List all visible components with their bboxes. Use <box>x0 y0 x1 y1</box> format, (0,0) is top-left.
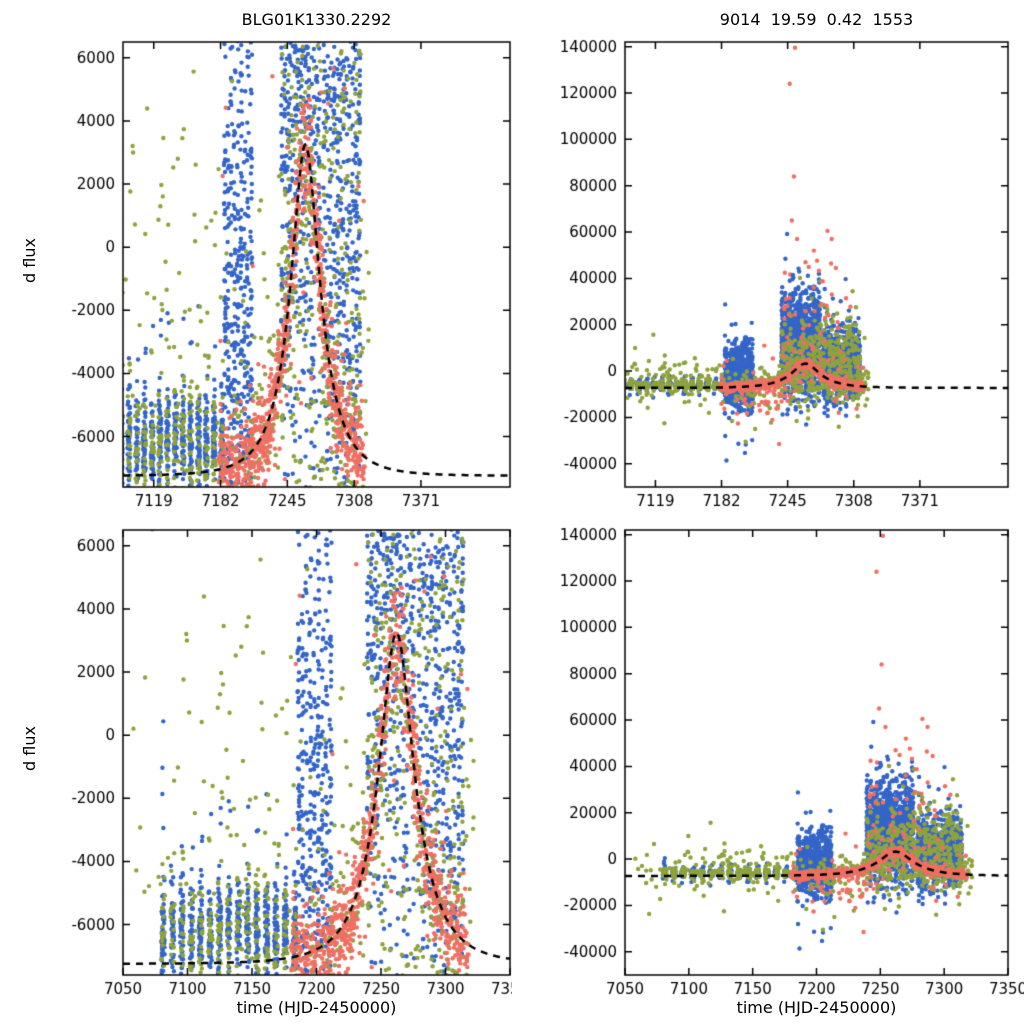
x-axis-label-right: time (HJD-2450000) <box>736 998 897 1017</box>
panel-bottom-left-canvas <box>0 512 512 1024</box>
y-axis-label-bottom: d flux <box>20 726 39 771</box>
x-axis-label-left: time (HJD-2450000) <box>236 998 397 1017</box>
panel-top-right-title: 9014 19.59 0.42 1553 <box>719 10 914 29</box>
panel-top-left-canvas <box>0 0 512 512</box>
panel-top-right-canvas <box>512 0 1024 512</box>
panel-top-left-title: BLG01K1330.2292 <box>241 10 392 29</box>
panel-bottom-right-canvas <box>512 512 1024 1024</box>
y-axis-label-top: d flux <box>20 238 39 283</box>
